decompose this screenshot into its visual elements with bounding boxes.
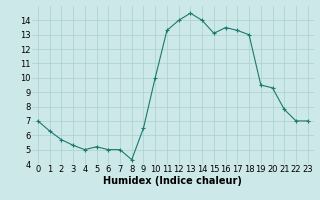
X-axis label: Humidex (Indice chaleur): Humidex (Indice chaleur) <box>103 176 242 186</box>
